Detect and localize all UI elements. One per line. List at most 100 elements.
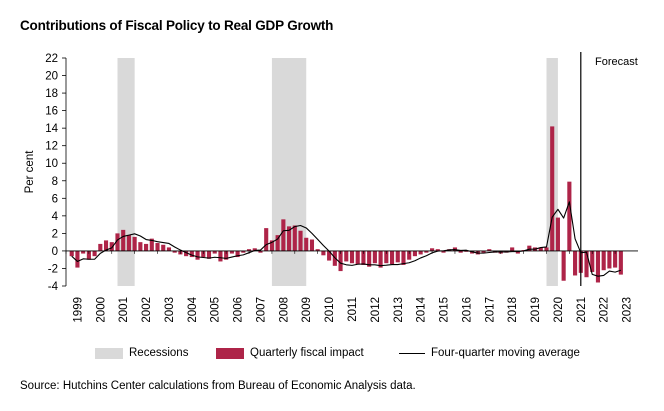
legend-label-recessions: Recessions bbox=[129, 347, 189, 359]
y-tick-label-12: 12 bbox=[45, 141, 58, 153]
bar-0 bbox=[69, 250, 74, 257]
bar-43 bbox=[315, 249, 320, 251]
bar-45 bbox=[327, 250, 332, 261]
bar-20 bbox=[184, 250, 189, 257]
bar-78 bbox=[515, 250, 520, 254]
bar-30 bbox=[241, 250, 246, 253]
bar-13 bbox=[144, 243, 149, 251]
x-tick-label-2003: 2003 bbox=[164, 297, 176, 323]
line-swatch bbox=[399, 352, 425, 354]
bar-18 bbox=[172, 250, 177, 253]
x-tick-label-2016: 2016 bbox=[461, 297, 473, 323]
bar-55 bbox=[384, 250, 389, 264]
bar-58 bbox=[401, 250, 406, 265]
bar-14 bbox=[149, 238, 154, 251]
bar-24 bbox=[206, 250, 212, 259]
bar-26 bbox=[218, 250, 223, 262]
y-tick-label-22: 22 bbox=[45, 53, 58, 65]
bar-33 bbox=[258, 250, 263, 253]
legend-label-quarterly-fiscal-impact: Quarterly fiscal impact bbox=[250, 347, 364, 359]
bar-90 bbox=[584, 250, 589, 278]
x-tick-label-2011: 2011 bbox=[347, 297, 359, 322]
bar-72 bbox=[481, 250, 486, 253]
x-tick-label-2012: 2012 bbox=[370, 297, 382, 323]
bar-40 bbox=[298, 230, 303, 251]
bar-80 bbox=[527, 245, 532, 251]
bar-85 bbox=[555, 217, 560, 251]
forecast-label: Forecast bbox=[595, 56, 638, 68]
x-tick-label-2023: 2023 bbox=[622, 297, 634, 323]
bar-10 bbox=[126, 235, 131, 251]
y-axis-label: Per cent bbox=[24, 150, 36, 194]
bar-7 bbox=[109, 242, 114, 251]
bar-77 bbox=[510, 247, 515, 251]
bar-6 bbox=[103, 240, 109, 251]
bar-68 bbox=[458, 250, 463, 253]
x-tick-label-2020: 2020 bbox=[553, 297, 565, 323]
bar-54 bbox=[378, 250, 383, 268]
moving-average-line-group bbox=[71, 201, 622, 277]
bar-22 bbox=[195, 250, 200, 260]
bar-48 bbox=[344, 250, 349, 262]
x-tick-label-2010: 2010 bbox=[324, 297, 336, 323]
legend-item-quarterly-fiscal-impact: Quarterly fiscal impact bbox=[216, 347, 364, 359]
x-tick-label-2022: 2022 bbox=[599, 297, 611, 323]
y-tick-label-14: 14 bbox=[45, 123, 58, 135]
y-tick-label-18: 18 bbox=[45, 88, 58, 100]
recession-band-2 bbox=[271, 58, 307, 286]
legend-label-moving-average: Four-quarter moving average bbox=[431, 347, 580, 359]
y-tick-label-16: 16 bbox=[45, 106, 58, 118]
x-tick-label-2018: 2018 bbox=[507, 297, 519, 323]
bar-44 bbox=[321, 250, 326, 256]
recession-swatch bbox=[95, 347, 123, 359]
bar-51 bbox=[361, 250, 366, 265]
x-tick-label-2021: 2021 bbox=[576, 297, 588, 323]
source-note: Source: Hutchins Center calculations fro… bbox=[20, 380, 416, 392]
bar-29 bbox=[235, 250, 240, 258]
bar-39 bbox=[292, 225, 297, 251]
bar-28 bbox=[229, 250, 234, 254]
bar-12 bbox=[138, 242, 143, 251]
bar-31 bbox=[246, 249, 252, 251]
bar-42 bbox=[309, 239, 315, 251]
bar-1 bbox=[75, 250, 80, 268]
x-tick-label-2000: 2000 bbox=[95, 297, 107, 323]
bar-82 bbox=[538, 247, 543, 251]
chart-title: Contributions of Fiscal Policy to Real G… bbox=[20, 18, 334, 33]
bar-59 bbox=[407, 250, 412, 260]
bar-52 bbox=[367, 250, 372, 267]
bar-69 bbox=[464, 250, 469, 252]
bar-21 bbox=[189, 250, 194, 258]
bar-56 bbox=[389, 250, 395, 265]
bar-41 bbox=[304, 237, 309, 251]
y-tick-label-10: 10 bbox=[45, 158, 58, 170]
bar-92 bbox=[595, 250, 601, 283]
x-tick-label-2019: 2019 bbox=[530, 297, 542, 323]
x-tick-label-2014: 2014 bbox=[416, 296, 428, 322]
bar-36 bbox=[275, 235, 280, 251]
x-tick-label-2004: 2004 bbox=[187, 296, 199, 322]
x-tick-label-2005: 2005 bbox=[210, 297, 222, 323]
bar-37 bbox=[281, 219, 286, 251]
bar-15 bbox=[155, 243, 160, 251]
bar-32 bbox=[252, 248, 257, 251]
bar-34 bbox=[264, 228, 269, 251]
bar-27 bbox=[224, 250, 229, 260]
x-tick-label-2008: 2008 bbox=[278, 297, 290, 323]
bar-60 bbox=[412, 250, 417, 257]
bar-63 bbox=[430, 248, 435, 251]
bar-95 bbox=[613, 250, 618, 268]
bar-65 bbox=[441, 250, 446, 253]
x-tick-label-2001: 2001 bbox=[118, 297, 130, 323]
bar-11 bbox=[132, 236, 137, 251]
bar-73 bbox=[487, 249, 492, 251]
x-tick-label-2002: 2002 bbox=[141, 297, 153, 323]
y-tick-label--4: -4 bbox=[48, 281, 59, 293]
bar-47 bbox=[338, 250, 343, 272]
bar-17 bbox=[166, 247, 172, 251]
x-tick-labels: 1999 2000 2001 2002 2003 2004 2005 2006 2007 2008… bbox=[72, 296, 633, 322]
bar-83 bbox=[544, 247, 549, 251]
bar-62 bbox=[424, 250, 429, 253]
bar-61 bbox=[418, 250, 423, 255]
